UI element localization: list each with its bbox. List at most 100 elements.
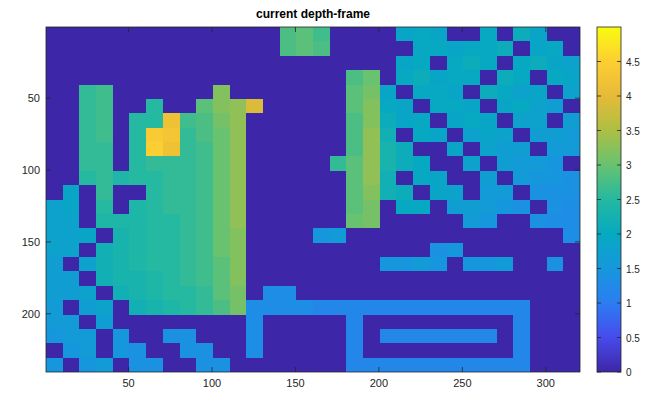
plot-background: [46, 27, 580, 372]
x-tick: [545, 27, 546, 32]
cell: [213, 257, 230, 272]
cell: [396, 56, 413, 71]
cell: [497, 214, 514, 229]
cell: [447, 329, 464, 344]
cell: [497, 271, 514, 286]
cell: [213, 271, 230, 286]
cell: [213, 142, 230, 157]
cell: [313, 27, 330, 42]
cell: [497, 257, 514, 272]
cell: [363, 56, 380, 71]
cell: [246, 113, 263, 128]
cell: [363, 200, 380, 215]
cell: [447, 286, 464, 301]
cell: [146, 243, 163, 258]
cell: [346, 142, 363, 157]
cell: [246, 185, 263, 200]
cell: [396, 315, 413, 330]
cell: [346, 185, 363, 200]
cell: [163, 358, 180, 372]
y-tick-label: 50: [28, 92, 40, 104]
cell: [280, 113, 297, 128]
cell: [480, 271, 497, 286]
cell: [363, 343, 380, 358]
cell: [146, 99, 163, 114]
x-tick-label: 300: [537, 377, 555, 389]
cell: [79, 56, 96, 71]
cell: [96, 27, 113, 42]
cell: [363, 41, 380, 56]
cell: [280, 243, 297, 258]
cell: [497, 300, 514, 315]
cell: [79, 300, 96, 315]
cell: [313, 85, 330, 100]
cell: [563, 56, 580, 71]
cell: [113, 41, 130, 56]
cell: [46, 56, 63, 71]
colorbar-tick: [597, 61, 601, 62]
cell: [380, 27, 397, 42]
cell: [129, 171, 146, 186]
cell: [213, 113, 230, 128]
cell: [497, 200, 514, 215]
cell: [180, 200, 197, 215]
cell: [230, 56, 247, 71]
cell: [413, 358, 430, 372]
y-tick: [46, 313, 51, 314]
cell: [230, 243, 247, 258]
cell: [513, 358, 530, 372]
cell: [513, 70, 530, 85]
cell: [63, 214, 80, 229]
cell: [547, 243, 564, 258]
cell: [213, 315, 230, 330]
y-tick-label: 100: [22, 164, 40, 176]
cell: [513, 85, 530, 100]
cell: [280, 56, 297, 71]
cell: [396, 214, 413, 229]
cell: [196, 128, 213, 143]
cell: [413, 200, 430, 215]
cell: [79, 99, 96, 114]
cell: [163, 214, 180, 229]
cell: [96, 200, 113, 215]
cell: [530, 156, 547, 171]
cell: [380, 185, 397, 200]
cell: [113, 113, 130, 128]
cell: [263, 156, 280, 171]
cell: [313, 142, 330, 157]
cell: [363, 329, 380, 344]
cell: [330, 113, 347, 128]
cell: [196, 171, 213, 186]
cell: [296, 358, 313, 372]
cell: [480, 315, 497, 330]
cell: [163, 343, 180, 358]
cell: [430, 185, 447, 200]
cell: [447, 27, 464, 42]
cell: [346, 343, 363, 358]
cell: [513, 113, 530, 128]
cell: [447, 56, 464, 71]
colorbar-tick: [597, 303, 601, 304]
cell: [263, 315, 280, 330]
cell: [63, 358, 80, 372]
cell: [547, 329, 564, 344]
cell: [263, 300, 280, 315]
cell: [79, 70, 96, 85]
cell: [330, 185, 347, 200]
cell: [430, 171, 447, 186]
cell: [513, 214, 530, 229]
cell: [330, 257, 347, 272]
cell: [480, 85, 497, 100]
cell: [213, 27, 230, 42]
cell: [213, 200, 230, 215]
cell: [447, 243, 464, 258]
colorbar-tick: [597, 372, 601, 373]
cell: [530, 257, 547, 272]
cell: [346, 315, 363, 330]
y-tick-label: 200: [22, 308, 40, 320]
cell: [547, 142, 564, 157]
cell: [280, 99, 297, 114]
cell: [463, 41, 480, 56]
cell: [380, 243, 397, 258]
cell: [396, 41, 413, 56]
